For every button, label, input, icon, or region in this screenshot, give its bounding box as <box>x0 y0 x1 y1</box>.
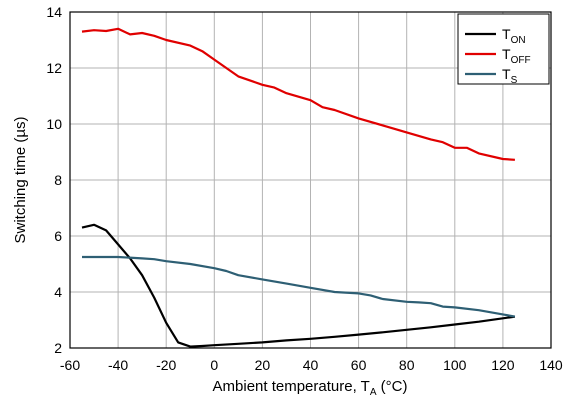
series-line-toff <box>81 27 515 161</box>
y-tick-label: 2 <box>54 340 62 356</box>
y-axis-label: Switching time (µs) <box>12 116 29 243</box>
legend-box <box>457 13 550 85</box>
x-tick-label: 140 <box>539 357 563 373</box>
legend-label-ts: TS <box>502 66 518 86</box>
legend-label-sub: ON <box>511 35 526 46</box>
legend-label-toff: TOFF <box>502 46 531 66</box>
y-tick-label: 10 <box>46 116 62 132</box>
legend-label-main: T <box>502 26 511 42</box>
x-tick-label: -40 <box>108 357 128 373</box>
x-tick-label: -60 <box>60 357 80 373</box>
x-tick-labels: -60 -40 -20 0 20 40 60 80 100 120 140 <box>60 357 563 373</box>
y-tick-label: 12 <box>46 60 62 76</box>
y-tick-label: 14 <box>46 4 62 20</box>
x-tick-label: 80 <box>399 357 415 373</box>
legend-label-main: T <box>502 46 511 62</box>
x-axis-label-unit: (°C) <box>376 378 407 395</box>
x-tick-label: 120 <box>491 357 515 373</box>
x-tick-label: 0 <box>210 357 218 373</box>
x-axis-label: Ambient temperature, TA (°C) <box>213 378 408 398</box>
plot-frame <box>69 11 552 349</box>
y-tick-label: 8 <box>54 172 62 188</box>
x-tick-label: 100 <box>443 357 467 373</box>
x-axis-label-sub: A <box>370 387 377 398</box>
x-axis-label-main: Ambient temperature, T <box>213 378 370 395</box>
x-tick-label: 20 <box>255 357 271 373</box>
x-tick-label: 60 <box>351 357 367 373</box>
x-tick-label: -20 <box>156 357 176 373</box>
series-line-ts <box>82 255 516 318</box>
series-lines <box>81 27 516 348</box>
legend-label-sub: OFF <box>511 55 531 66</box>
x-tick-label: 40 <box>303 357 319 373</box>
y-tick-label: 6 <box>54 228 62 244</box>
legend-label-sub: S <box>511 75 518 86</box>
y-tick-labels: 2 4 6 8 10 12 14 <box>46 4 62 356</box>
legend-label-ton: TON <box>502 26 526 46</box>
y-tick-label: 4 <box>54 284 62 300</box>
legend-label-main: T <box>502 66 511 82</box>
